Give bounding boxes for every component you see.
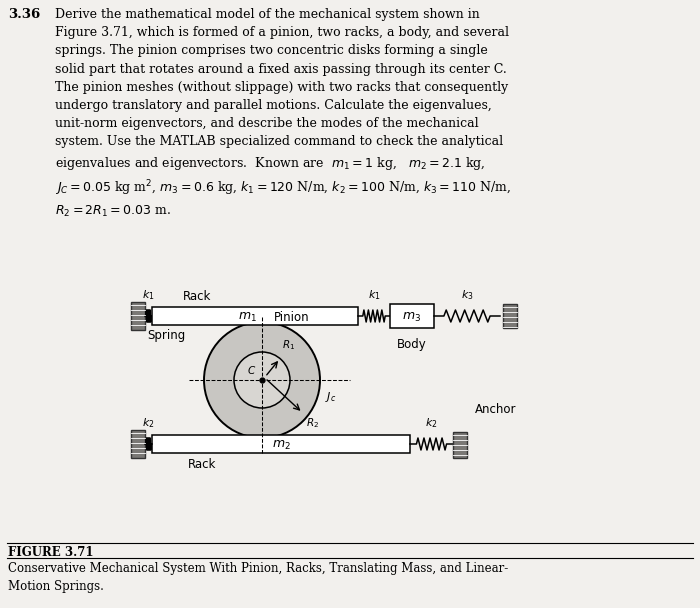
Text: $m_2$: $m_2$ (272, 438, 290, 452)
Text: $C$: $C$ (247, 364, 256, 376)
Text: Conservative Mechanical System With Pinion, Racks, Translating Mass, and Linear-: Conservative Mechanical System With Pini… (8, 562, 508, 593)
Bar (453, 432, 467, 458)
Text: $k_1$: $k_1$ (142, 288, 155, 302)
Text: Rack: Rack (183, 290, 211, 303)
Text: $k_2$: $k_2$ (425, 416, 438, 430)
Bar (152, 307, 358, 325)
Text: $J_c$: $J_c$ (325, 390, 336, 404)
Bar (390, 304, 434, 328)
Text: 3.36: 3.36 (8, 8, 41, 21)
Text: $R_2$: $R_2$ (306, 416, 318, 430)
Text: $m_1$: $m_1$ (237, 311, 256, 323)
Circle shape (204, 322, 320, 438)
Text: $k_2$: $k_2$ (142, 416, 155, 430)
Text: $R_1$: $R_1$ (282, 338, 295, 351)
Text: Derive the mathematical model of the mechanical system shown in
Figure 3.71, whi: Derive the mathematical model of the mec… (55, 8, 511, 219)
Text: FIGURE 3.71: FIGURE 3.71 (8, 546, 94, 559)
Text: Pinion: Pinion (274, 311, 309, 324)
Text: Anchor: Anchor (475, 403, 517, 416)
Bar (152, 435, 410, 453)
Text: Spring: Spring (147, 329, 186, 342)
Text: $m_3$: $m_3$ (402, 311, 421, 323)
Text: $k_1$: $k_1$ (368, 288, 380, 302)
Text: $k_3$: $k_3$ (461, 288, 473, 302)
Text: Body: Body (397, 338, 427, 351)
Bar (131, 302, 145, 330)
Text: Rack: Rack (188, 458, 216, 471)
Circle shape (234, 352, 290, 408)
Bar (503, 304, 517, 328)
Bar (131, 430, 145, 458)
